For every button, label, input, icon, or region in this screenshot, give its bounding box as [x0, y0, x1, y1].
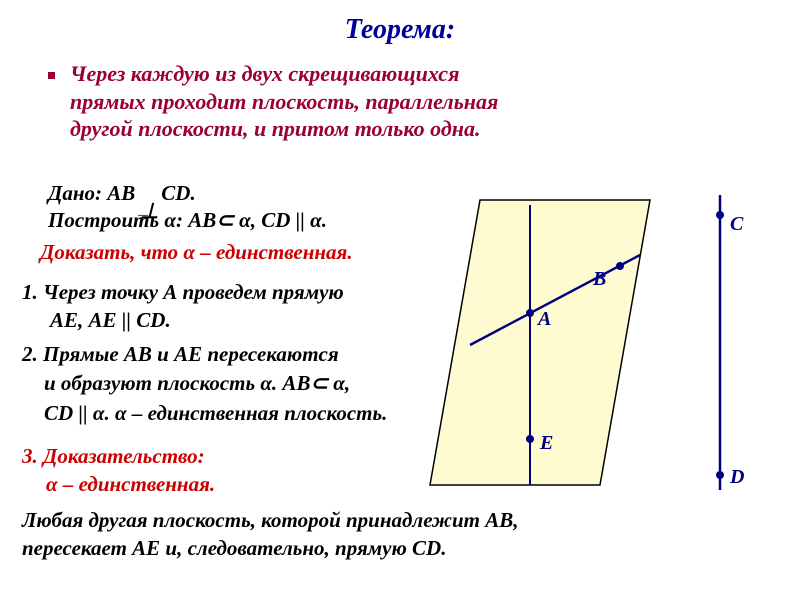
point-b — [616, 262, 624, 270]
step1-l1: 1. Через точку А проведем прямую — [22, 278, 344, 306]
step1: 1. Через точку А проведем прямую АЕ, АЕ … — [22, 278, 344, 335]
given-line1: Дано: АВ ⊥ — CD. — [48, 180, 327, 207]
given-block: Дано: АВ ⊥ — CD. Построить α: АВ⊂ α, CD … — [48, 180, 327, 235]
point-c — [716, 211, 724, 219]
point-a — [526, 309, 534, 317]
label-b: B — [592, 268, 606, 290]
geometry-diagram: A B E C D — [420, 175, 780, 535]
given-l1-pre: Дано: АВ — [48, 181, 135, 205]
point-e — [526, 435, 534, 443]
step3: 3. Доказательство: α – единственная. — [22, 442, 215, 499]
step3-l2: α – единственная. — [22, 470, 215, 498]
step3-l1: 3. Доказательство: — [22, 442, 215, 470]
conclusion-l2: пересекает АЕ и, следовательно, прямую C… — [22, 534, 519, 562]
given-l1-post: CD. — [161, 181, 195, 205]
prove-line: Доказать, что α – единственная. — [40, 240, 353, 265]
step2: 2. Прямые АВ и АЕ пересекаются и образую… — [22, 340, 387, 428]
bullet-icon — [48, 72, 55, 79]
step2-l2: и образуют плоскость α. АВ⊂ α, — [22, 369, 387, 398]
slide: Теорема: Через каждую из двух скрещивающ… — [0, 0, 800, 600]
label-a: A — [536, 308, 551, 330]
point-d — [716, 471, 724, 479]
step1-l2: АЕ, АЕ || CD. — [22, 306, 344, 334]
theorem-statement: Через каждую из двух скрещивающихся прям… — [70, 60, 498, 143]
label-d: D — [729, 466, 744, 488]
step2-l3: CD || α. α – единственная плоскость. — [22, 399, 387, 428]
given-line2: Построить α: АВ⊂ α, CD || α. — [48, 207, 327, 234]
slide-title: Теорема: — [0, 14, 800, 46]
theorem-line3: другой плоскости, и притом только одна. — [70, 115, 498, 143]
theorem-line1: Через каждую из двух скрещивающихся — [70, 60, 498, 88]
label-c: C — [730, 213, 744, 235]
label-e: E — [539, 432, 553, 454]
step2-l1: 2. Прямые АВ и АЕ пересекаются — [22, 340, 387, 369]
theorem-line2: прямых проходит плоскость, параллельная — [70, 88, 498, 116]
